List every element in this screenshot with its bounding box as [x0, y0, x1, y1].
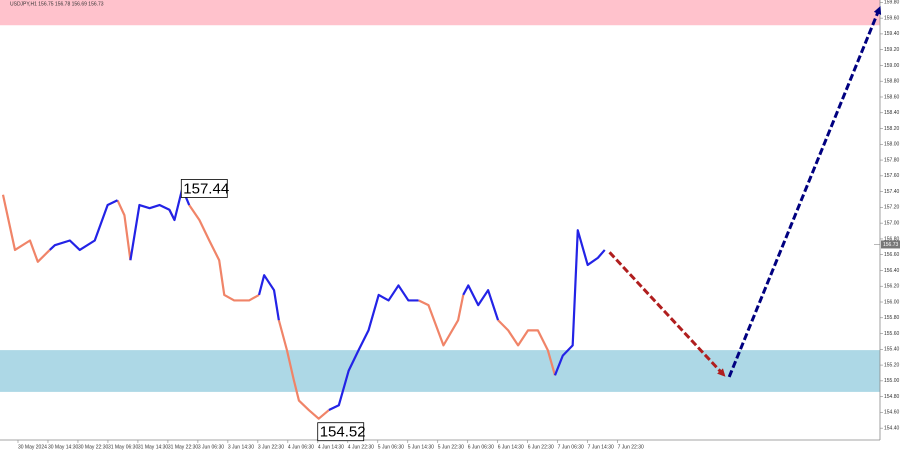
y-tick-label: 159.80	[884, 0, 900, 6]
forecast-arrow	[727, 6, 882, 378]
x-tick-label: 4 Jun 06:30	[288, 444, 314, 450]
x-tick-label: 7 Jun 06:30	[558, 444, 584, 450]
y-tick-label: 157.60	[884, 173, 900, 179]
x-tick-label: 31 May 14:30	[138, 444, 169, 450]
y-tick-label: 156.80	[884, 236, 900, 242]
x-tick-label: 7 Jun 22:30	[618, 444, 644, 450]
price-annotation: 154.52	[317, 422, 366, 442]
y-tick-label: 159.00	[884, 63, 900, 69]
x-tick-label: 3 Jun 14:30	[228, 444, 254, 450]
x-tick-label: 6 Jun 14:30	[498, 444, 524, 450]
current-price-label: 156.73	[883, 242, 899, 248]
x-tick-label: 4 Jun 14:30	[318, 444, 344, 450]
y-tick-label: 157.80	[884, 157, 900, 163]
x-tick-label: 3 Jun 22:30	[258, 444, 284, 450]
y-tick-label: 155.00	[884, 378, 900, 384]
y-tick-label: 157.00	[884, 220, 900, 226]
y-tick-label: 159.20	[884, 47, 900, 53]
y-tick-label: 156.00	[884, 299, 900, 305]
y-tick-label: 156.60	[884, 252, 900, 258]
x-tick-label: 5 Jun 14:30	[408, 444, 434, 450]
x-tick-label: 7 Jun 14:30	[588, 444, 614, 450]
zone	[0, 0, 880, 26]
y-tick-label: 156.20	[884, 284, 900, 290]
x-tick-label: 5 Jun 06:30	[378, 444, 404, 450]
x-tick-label: 31 May 06:30	[108, 444, 139, 450]
y-tick-label: 158.60	[884, 94, 900, 100]
x-tick-label: 3 Jun 06:30	[198, 444, 224, 450]
x-tick-label: 6 Jun 06:30	[468, 444, 494, 450]
y-tick-label: 157.20	[884, 205, 900, 211]
y-tick-label: 158.80	[884, 79, 900, 85]
annotation-box	[180, 179, 228, 198]
x-tick-label: 5 Jun 22:30	[438, 444, 464, 450]
y-tick-label: 158.40	[884, 110, 900, 116]
annotation-text: 154.52	[320, 424, 366, 441]
y-tick-label: 159.60	[884, 15, 900, 21]
x-tick-label: 30 May 22:30	[78, 444, 109, 450]
y-tick-label: 155.80	[884, 315, 900, 321]
y-tick-label: 155.40	[884, 347, 900, 353]
x-tick-label: 30 May 2024	[18, 444, 47, 450]
zone	[0, 350, 880, 392]
current-price-box	[881, 240, 900, 249]
y-tick-label: 154.40	[884, 426, 900, 432]
price-line	[49, 187, 606, 412]
price-annotation: 157.44	[180, 179, 229, 198]
y-tick-label: 154.80	[884, 394, 900, 400]
forecast-arrow	[608, 251, 726, 377]
annotation-text: 157.44	[183, 180, 229, 197]
x-tick-label: 31 May 22:30	[168, 444, 199, 450]
annotation-box	[317, 422, 365, 442]
x-tick-label: 30 May 14:30	[48, 444, 79, 450]
y-tick-label: 155.60	[884, 331, 900, 337]
y-tick-label: 158.20	[884, 126, 900, 132]
y-tick-label: 156.40	[884, 268, 900, 274]
y-tick-label: 158.00	[884, 142, 900, 148]
x-tick-label: 4 Jun 22:30	[348, 444, 374, 450]
x-tick-label: 6 Jun 22:30	[528, 444, 554, 450]
y-tick-label: 157.40	[884, 189, 900, 195]
y-tick-label: 154.60	[884, 410, 900, 416]
chart-title: USDJPY,H1 156.75 156.78 156.69 156.73	[10, 1, 104, 7]
y-tick-label: 155.20	[884, 362, 900, 368]
y-tick-label: 159.40	[884, 31, 900, 37]
